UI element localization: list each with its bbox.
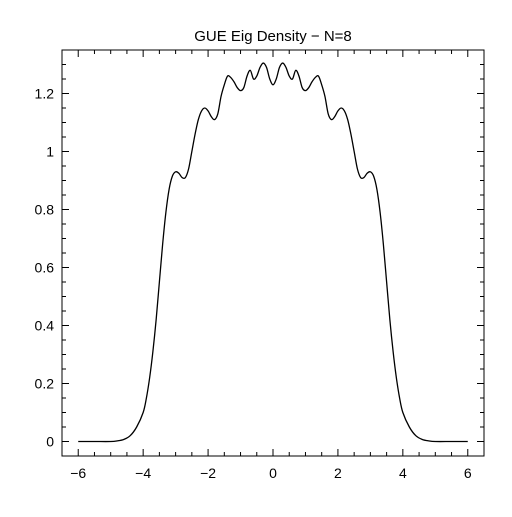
y-tick-label: 0.4 — [35, 318, 55, 334]
x-tick-label: 0 — [269, 465, 277, 481]
tick-labels: −6 −4 −2 0 2 4 6 0 0.2 0.4 0.6 0.8 1 1.2 — [35, 86, 472, 482]
chart-title: GUE Eig Density − N=8 — [194, 28, 352, 45]
x-tick-label: −4 — [135, 465, 151, 481]
density-line — [78, 62, 468, 443]
axis-ticks — [61, 49, 485, 457]
y-tick-label: 0.6 — [35, 260, 55, 276]
y-tick-label: 1.2 — [35, 86, 55, 102]
x-tick-label: 4 — [399, 465, 407, 481]
x-tick-label: 6 — [464, 465, 472, 481]
y-tick-label: 0 — [46, 434, 54, 450]
plot-frame — [61, 49, 485, 457]
x-tick-label: 2 — [334, 465, 342, 481]
x-tick-label: −6 — [70, 465, 86, 481]
y-tick-label: 1 — [46, 144, 54, 160]
y-tick-label: 0.8 — [35, 202, 55, 218]
y-tick-label: 0.2 — [35, 376, 55, 392]
x-tick-label: −2 — [200, 465, 216, 481]
